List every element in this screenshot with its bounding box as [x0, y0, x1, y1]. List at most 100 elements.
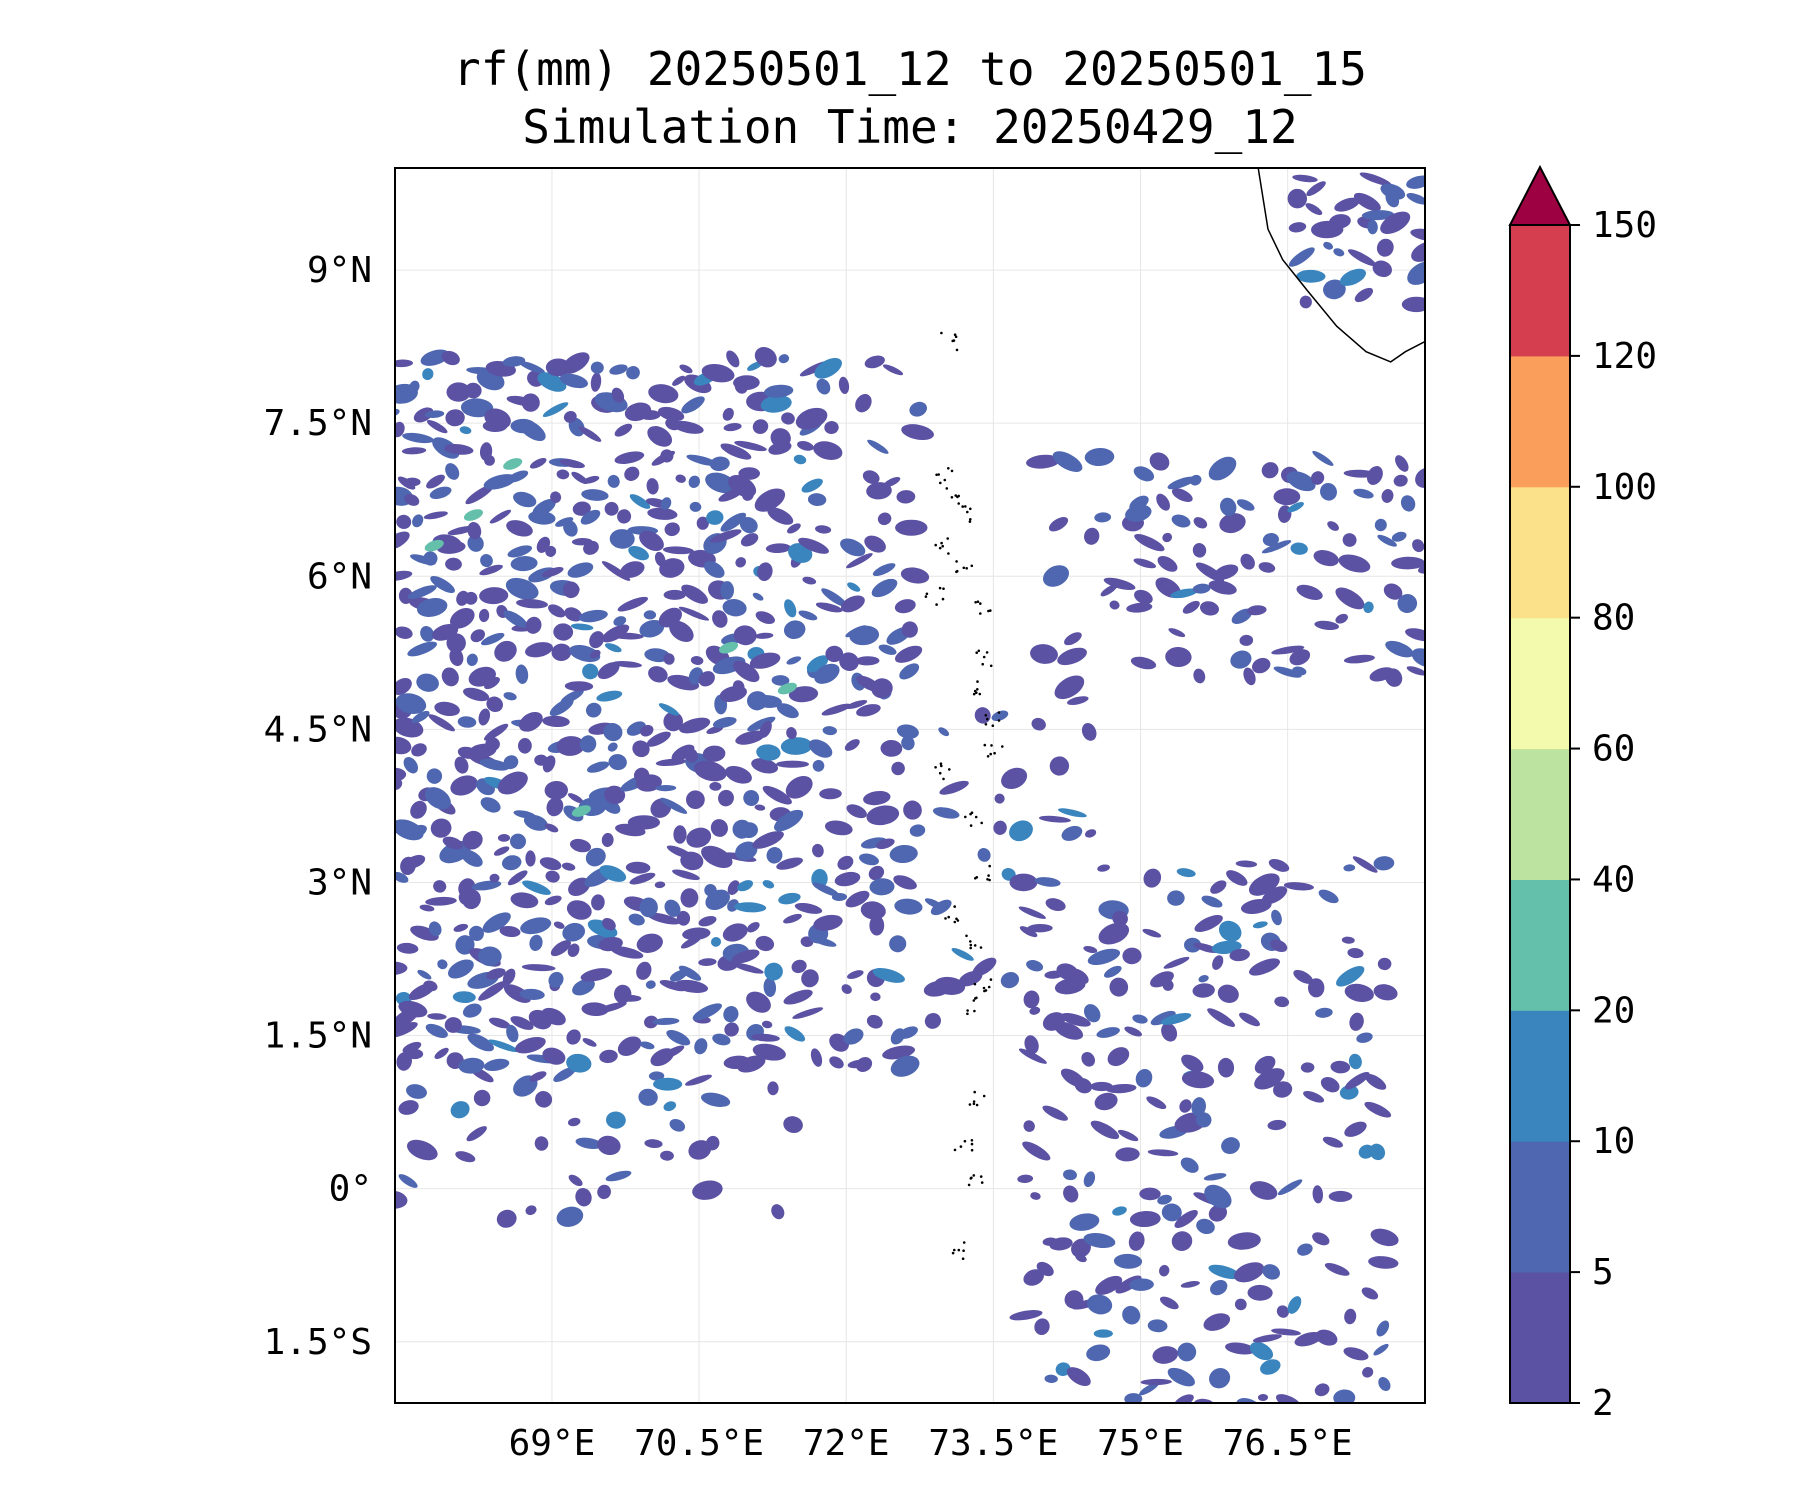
- rain-cell: [462, 1003, 482, 1018]
- atoll-dot: [943, 478, 947, 482]
- rain-cell: [553, 623, 574, 641]
- lon-tick-label: 73.5°E: [928, 1423, 1058, 1464]
- rain-cell: [410, 800, 427, 819]
- rain-cell: [899, 663, 920, 680]
- rain-cell: [1208, 1204, 1228, 1222]
- rain-cell: [561, 862, 576, 871]
- rain-cell: [739, 516, 758, 534]
- rain-cell: [825, 645, 844, 663]
- atoll-dot: [988, 864, 991, 868]
- rain-cell: [1163, 956, 1190, 969]
- rain-cell: [583, 540, 599, 555]
- rain-cell: [1343, 864, 1356, 872]
- rain-cell: [1231, 608, 1253, 624]
- rain-cell: [1098, 922, 1130, 945]
- rain-cell: [900, 567, 930, 584]
- atoll-dot: [947, 552, 950, 555]
- rain-cell: [499, 925, 521, 938]
- rain-cell: [938, 727, 950, 737]
- atoll-dot: [966, 1009, 969, 1012]
- rain-cell: [1323, 279, 1346, 300]
- rain-cell: [1165, 646, 1192, 668]
- rain-cell: [483, 1058, 510, 1072]
- rain-cell: [505, 577, 539, 600]
- rain-cell: [859, 853, 879, 866]
- lat-tick-label: 6°N: [307, 556, 372, 597]
- rain-cell: [636, 961, 652, 980]
- rain-cell: [1112, 910, 1128, 926]
- rain-cell: [1128, 1231, 1145, 1251]
- rain-cell: [1001, 767, 1028, 790]
- atoll-dot: [987, 874, 990, 877]
- rain-cell: [1292, 666, 1307, 676]
- rain-cell: [489, 873, 500, 883]
- rain-cell: [1344, 1071, 1370, 1090]
- rain-cell: [561, 352, 590, 374]
- rain-cell: [819, 788, 842, 800]
- atoll-dot: [1001, 745, 1004, 748]
- rain-cell: [660, 797, 688, 814]
- rain-cell: [1159, 1296, 1179, 1310]
- rain-cell: [1083, 1232, 1116, 1249]
- rain-cell: [694, 1038, 708, 1055]
- rain-cell: [762, 785, 792, 805]
- rain-cell: [814, 663, 840, 684]
- rain-cell: [450, 1101, 470, 1119]
- atoll-dot: [924, 595, 928, 598]
- rain-cell: [1297, 1243, 1313, 1256]
- atoll-dot: [988, 878, 991, 882]
- rain-cell: [441, 350, 460, 366]
- rain-cell: [909, 824, 926, 837]
- rain-cell: [422, 368, 434, 381]
- rain-cell: [1179, 1099, 1192, 1113]
- rain-cell: [703, 561, 725, 578]
- rain-cell: [1180, 1157, 1199, 1173]
- colorbar-segment: [1510, 617, 1570, 750]
- rain-cell: [446, 382, 471, 402]
- rain-cell: [423, 551, 438, 566]
- atoll-dot: [983, 743, 987, 747]
- rain-cell: [1334, 197, 1360, 212]
- atoll-dot: [974, 815, 978, 819]
- atoll-dot: [975, 996, 978, 1000]
- rain-cell: [1254, 1055, 1276, 1074]
- rain-cell: [568, 1174, 583, 1187]
- rain-cell: [478, 946, 502, 967]
- atoll-dot: [972, 1102, 976, 1106]
- atoll-dot: [962, 1241, 966, 1244]
- lat-tick-label: 4.5°N: [264, 709, 372, 750]
- rain-cell: [784, 1026, 806, 1042]
- rain-cell: [1084, 829, 1097, 838]
- rain-cell: [1377, 957, 1392, 971]
- rain-cell: [445, 557, 462, 571]
- rain-cell: [783, 989, 813, 1005]
- rain-cell: [1252, 1334, 1282, 1343]
- rain-cell: [647, 912, 681, 925]
- rain-cell: [1129, 495, 1149, 511]
- rain-cell: [590, 372, 602, 392]
- atoll-dot: [953, 333, 957, 337]
- atoll-dot: [980, 821, 983, 825]
- rain-cell: [423, 511, 448, 520]
- rain-cell: [1349, 1012, 1364, 1031]
- rain-cell: [659, 1045, 685, 1060]
- atoll-dot: [956, 919, 960, 922]
- rain-cell: [1364, 1101, 1392, 1118]
- rain-cell: [1268, 858, 1290, 872]
- rain-cell: [503, 610, 528, 628]
- rain-cell: [726, 350, 740, 368]
- rain-cell: [1069, 1213, 1100, 1231]
- rain-cell: [1142, 928, 1162, 938]
- rain-cell: [1380, 211, 1411, 235]
- rain-cell: [1294, 1331, 1323, 1347]
- rain-cell: [594, 1002, 627, 1014]
- rain-cell: [786, 727, 797, 740]
- rain-cell: [834, 871, 861, 887]
- map-subtitle: Simulation Time: 20250429_12: [522, 100, 1298, 154]
- rain-cell: [1133, 466, 1155, 482]
- lat-axis: 9°N 7.5°N 6°N 4.5°N 3°N 1.5°N 0° 1.5°S: [264, 250, 372, 1363]
- rain-cell: [1292, 174, 1318, 183]
- rain-cell: [612, 660, 642, 668]
- colorbar-tick-label: 100: [1592, 467, 1657, 508]
- rain-cell: [434, 701, 460, 717]
